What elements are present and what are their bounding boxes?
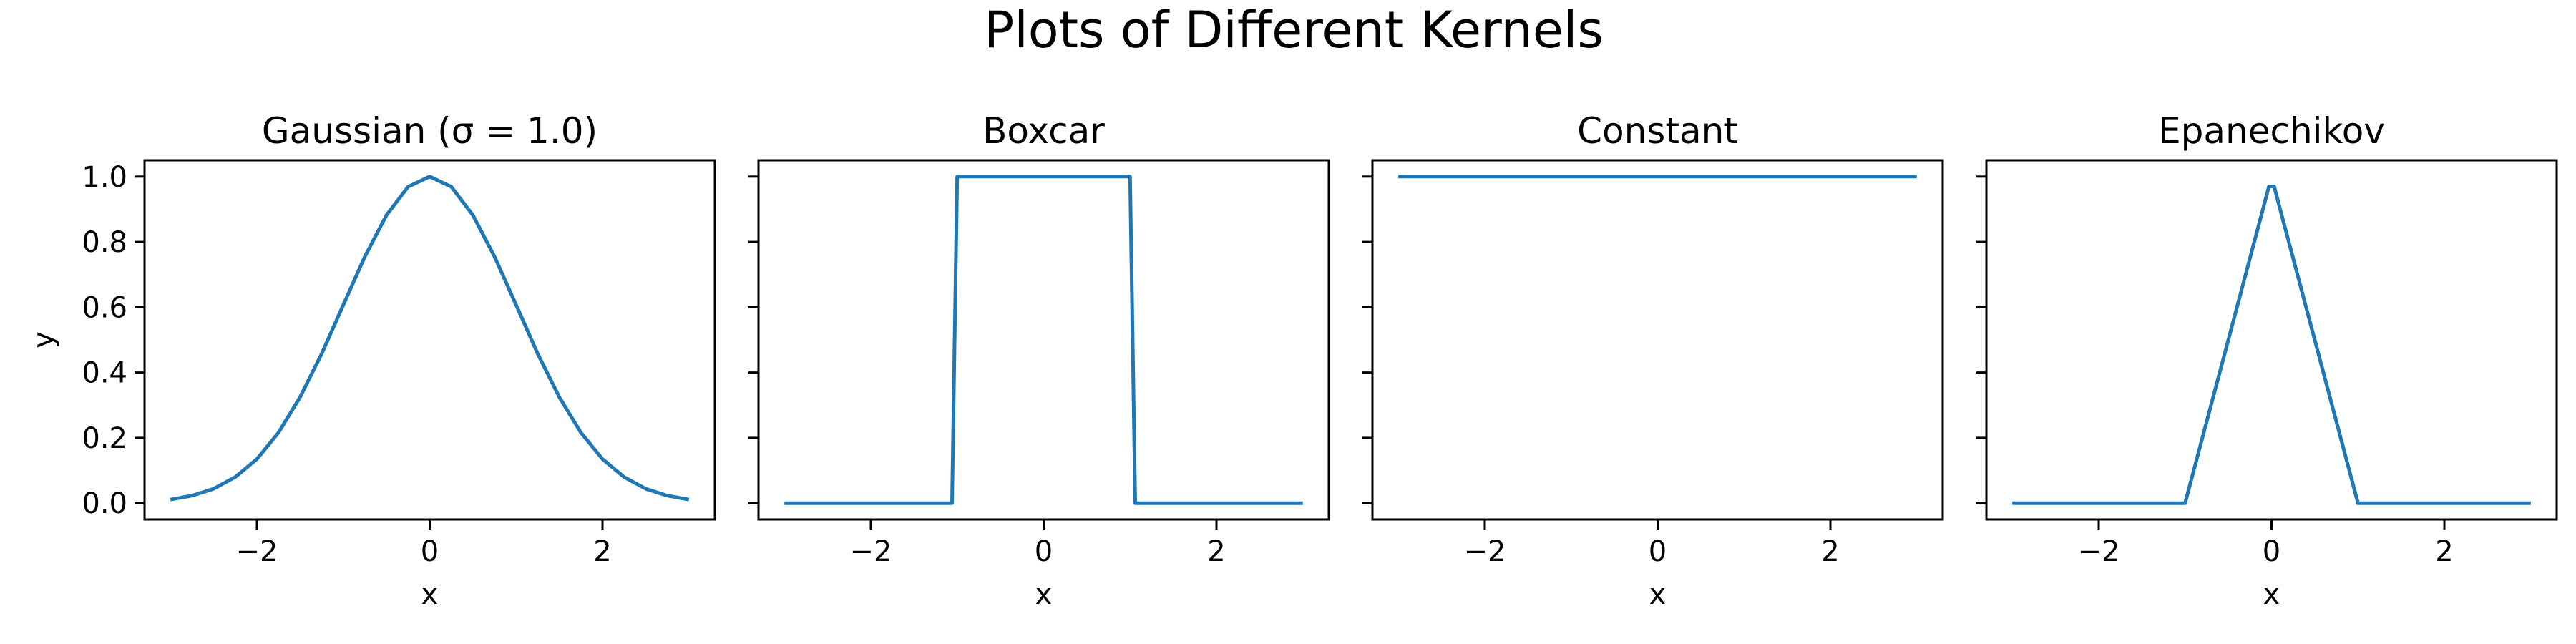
panel-title: Gaussian (σ = 1.0) xyxy=(262,110,597,152)
y-tick-label: 1.0 xyxy=(82,161,127,194)
y-tick-label: 0.2 xyxy=(82,422,127,455)
axes-frame xyxy=(1371,159,1944,521)
x-tick-label: −2 xyxy=(236,535,278,568)
panel-1: Gaussian (σ = 1.0) −2 0 2 0.0 0.2 0.4 0.6 0.8 1.0… xyxy=(27,110,716,611)
series-line xyxy=(170,175,690,502)
panel-4: Epanechikov −2 0 2 x xyxy=(1976,110,2558,611)
x-tick-label: 0 xyxy=(421,535,439,568)
x-axis-label: x xyxy=(421,578,439,611)
x-tick-label: 0 xyxy=(1035,535,1053,568)
x-tick-label: −2 xyxy=(1464,535,1506,568)
panel-title: Constant xyxy=(1577,110,1738,152)
y-tick-label: 0.0 xyxy=(82,487,127,520)
axes-frame xyxy=(757,159,1330,521)
figure-title: Plots of Different Kernels xyxy=(984,1,1604,59)
y-axis-label: y xyxy=(27,331,60,348)
panel-2: Boxcar −2 0 2 x xyxy=(748,110,1330,611)
x-tick-label: 2 xyxy=(1207,535,1225,568)
x-tick-label: −2 xyxy=(850,535,892,568)
axes-frame xyxy=(1985,159,2558,521)
x-tick-label: 0 xyxy=(1649,535,1667,568)
panel-3: Constant −2 0 2 x xyxy=(1362,110,1944,611)
y-tick-label: 0.4 xyxy=(82,357,127,390)
x-axis-label: x xyxy=(2263,578,2280,611)
x-axis-label: x xyxy=(1035,578,1053,611)
x-tick-label: 2 xyxy=(2435,535,2453,568)
panel-title: Epanechikov xyxy=(2158,110,2385,152)
panels-group: Gaussian (σ = 1.0) −2 0 2 0.0 0.2 0.4 0.6 0.8 1.0… xyxy=(27,110,2558,611)
x-tick-label: −2 xyxy=(2078,535,2120,568)
series-line xyxy=(2012,185,2531,505)
axes-frame xyxy=(143,159,716,521)
x-tick-label: 2 xyxy=(593,535,611,568)
y-tick-label: 0.8 xyxy=(82,226,127,259)
x-tick-label: 2 xyxy=(1821,535,1839,568)
x-axis-label: x xyxy=(1649,578,1667,611)
y-tick-label: 0.6 xyxy=(82,291,127,324)
panel-title: Boxcar xyxy=(982,110,1105,152)
series-line xyxy=(784,175,1303,505)
x-tick-label: 0 xyxy=(2263,535,2280,568)
